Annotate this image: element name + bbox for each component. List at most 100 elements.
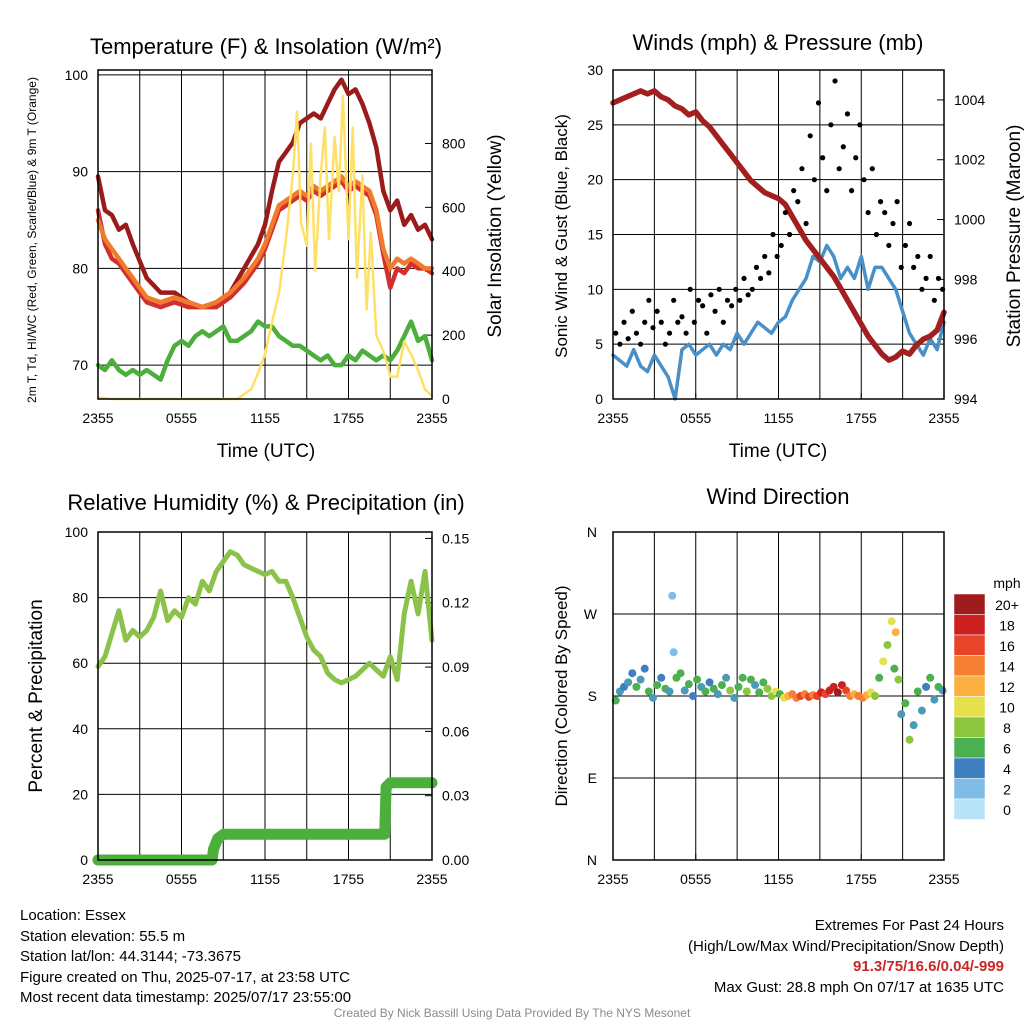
gust-point xyxy=(828,122,834,128)
gust-point xyxy=(720,319,726,325)
y2-tick-label: 998 xyxy=(954,271,978,287)
direction-point xyxy=(913,687,922,696)
y-tick-label: 30 xyxy=(587,62,603,78)
gust-point xyxy=(931,297,937,303)
direction-point xyxy=(730,693,739,702)
extremes-values: 91.3/75/16.6/0.04/-999 xyxy=(853,958,1004,975)
gust-point xyxy=(824,188,830,194)
y2-tick-label: 0.09 xyxy=(442,659,469,675)
gust-point xyxy=(848,188,855,194)
gust-point xyxy=(836,166,842,172)
gust-point xyxy=(757,275,764,281)
direction-point xyxy=(636,675,645,684)
x-tick-label: 2355 xyxy=(82,871,113,887)
direction-point xyxy=(657,673,666,682)
y-tick-label: 60 xyxy=(72,655,88,671)
gust-point xyxy=(791,188,797,194)
y-tick-label: 80 xyxy=(72,260,88,276)
y-tick-label: 100 xyxy=(65,67,89,83)
direction-point xyxy=(640,664,649,673)
y-tick-label: 5 xyxy=(595,336,603,352)
gust-point xyxy=(741,275,747,281)
direction-point xyxy=(901,699,910,708)
direction-point xyxy=(738,673,747,682)
y2-tick-label: 994 xyxy=(954,391,978,407)
direction-point xyxy=(926,673,935,682)
x-tick-label: 0555 xyxy=(680,871,711,887)
direction-point xyxy=(837,681,846,690)
temperature-ylabel: 2m T, Td, HI/WC (Red, Green, Scarlet/Blu… xyxy=(25,77,39,403)
legend-label: 10 xyxy=(999,700,1015,716)
gust-point xyxy=(877,199,884,205)
x-tick-label: 0555 xyxy=(680,410,711,426)
temp9m-line xyxy=(95,174,435,310)
y2-tick-label: 1002 xyxy=(954,152,985,168)
gust-point xyxy=(646,297,652,303)
direction-point xyxy=(611,696,620,705)
legend-swatch xyxy=(953,778,986,800)
direction-point xyxy=(632,682,641,691)
legend-swatch xyxy=(953,696,986,718)
extremes-block: Extremes For Past 24 Hours (High/Low/Max… xyxy=(688,916,1004,998)
y-tick-label: N xyxy=(587,852,597,868)
y-tick-label: 70 xyxy=(72,357,88,373)
plot-frame xyxy=(97,531,433,861)
direction-point xyxy=(665,687,674,696)
direction-point xyxy=(684,680,693,689)
direction-point xyxy=(891,628,900,637)
direction-point xyxy=(628,669,637,678)
gust-point xyxy=(766,270,772,276)
gust-point xyxy=(890,220,896,227)
y-tick-label: 10 xyxy=(587,281,603,297)
legend-swatch xyxy=(953,798,986,820)
temperature-y2label: Solar Insolation (Yellow) xyxy=(485,134,506,337)
gust-point xyxy=(613,330,619,336)
gust-point xyxy=(911,264,917,270)
figure-created: Figure created on Thu, 2025-07-17, at 23… xyxy=(20,968,350,986)
direction-point xyxy=(879,657,888,666)
y-tick-label: 20 xyxy=(587,172,603,188)
x-tick-label: 2355 xyxy=(416,410,447,426)
direction-point xyxy=(668,591,677,600)
direction-point xyxy=(676,669,685,678)
x-tick-label: 1155 xyxy=(250,871,280,887)
gust-point xyxy=(675,319,681,325)
y-tick-label: 40 xyxy=(72,721,88,737)
gust-point xyxy=(642,319,648,325)
plot-frame xyxy=(612,69,945,400)
legend-label: 8 xyxy=(1003,720,1011,736)
gust-point xyxy=(820,155,826,161)
y-tick-label: S xyxy=(588,688,597,704)
gust-point xyxy=(666,330,673,336)
gust-point xyxy=(708,292,714,298)
legend-swatch xyxy=(953,716,986,738)
gust-point xyxy=(625,336,631,342)
station-location: Location: Essex xyxy=(20,907,126,924)
x-tick-label: 2355 xyxy=(928,871,959,887)
direction-point xyxy=(688,692,697,700)
humidity-panel: Relative Humidity (%) & Precipitation (i… xyxy=(26,490,469,887)
legend-label: 20+ xyxy=(995,597,1019,613)
direction-point xyxy=(693,675,702,684)
gust-point xyxy=(923,275,929,281)
y2-tick-label: 0 xyxy=(442,391,450,407)
station-elevation: Station elevation: 55.5 m xyxy=(20,927,186,945)
direction-point xyxy=(922,682,931,691)
speed-legend-title: mph xyxy=(993,575,1020,591)
humidity-ylabel: Percent & Precipitation xyxy=(26,599,47,792)
x-tick-label: 2355 xyxy=(416,871,447,887)
direction-point xyxy=(833,688,842,697)
direction-point xyxy=(746,675,755,684)
y2-tick-label: 1000 xyxy=(954,212,985,228)
x-tick-label: 0555 xyxy=(166,871,197,887)
direction-point xyxy=(883,640,892,649)
legend-swatch xyxy=(953,634,986,656)
legend-swatch xyxy=(953,737,986,759)
max-gust: Max Gust: 28.8 mph On 07/17 at 1635 UTC xyxy=(713,978,1004,996)
y2-tick-label: 600 xyxy=(442,199,466,215)
y2-tick-label: 0.15 xyxy=(442,530,469,546)
gust-point xyxy=(716,286,722,292)
direction-point xyxy=(717,681,726,690)
direction-point xyxy=(680,686,689,695)
